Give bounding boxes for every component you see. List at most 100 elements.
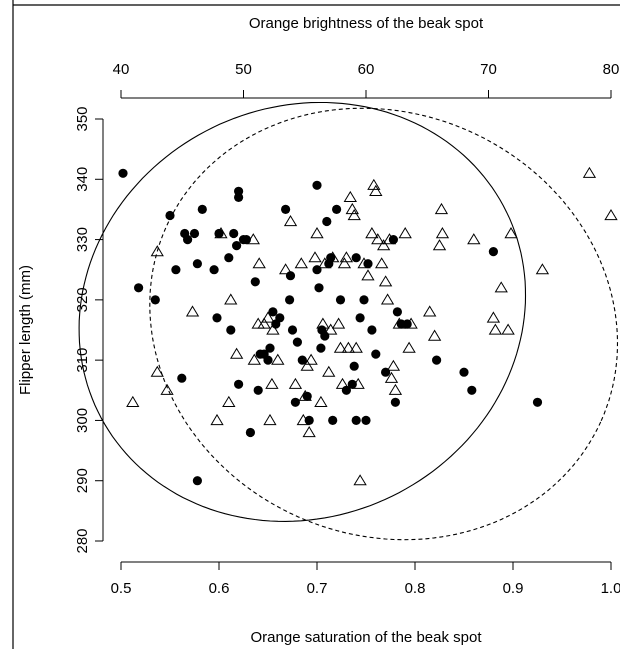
ellipses — [78, 101, 619, 541]
open-triangle-point — [246, 233, 260, 245]
open-triangle-point — [150, 245, 164, 257]
filled-circle-point — [234, 192, 244, 202]
open-triangle-point — [288, 377, 303, 389]
axes: 0.5 0.6 0.7 0.8 0.9 1.0 40 50 60 70 80 280 290 300 310… — [74, 61, 620, 597]
y-tick-label: 320 — [74, 287, 91, 312]
open-triangle-point — [375, 257, 389, 269]
open-triangle-point — [283, 215, 298, 227]
open-triangle-point — [126, 395, 140, 407]
y-tick-label: 310 — [74, 348, 91, 373]
filled-circle-point — [245, 427, 255, 438]
filled-circle-point — [229, 228, 239, 239]
open-triangle-point — [384, 371, 399, 383]
open-triangle-point — [345, 202, 359, 215]
filled-circle-point — [459, 367, 469, 377]
top-tick-label: 40 — [113, 61, 130, 78]
open-triangle-point — [435, 227, 450, 239]
x-tick-label: 1.0 — [601, 580, 620, 597]
open-triangle-point — [339, 251, 354, 263]
filled-circle-point — [316, 343, 326, 353]
open-triangle-point — [380, 293, 395, 305]
filled-circle-point — [118, 168, 128, 178]
open-triangle-point — [296, 413, 310, 426]
top-tick-label: 70 — [480, 61, 497, 78]
filled-circle-point — [275, 313, 285, 323]
open-triangle-point — [230, 347, 244, 359]
open-triangle-point — [386, 359, 401, 371]
open-triangle-point — [318, 257, 332, 269]
filled-circle-point — [177, 373, 187, 383]
open-triangle-point — [488, 323, 502, 335]
x-axis-label: Orange saturation of the beak spot — [251, 629, 483, 646]
open-triangle-point — [304, 353, 318, 365]
open-triangle-point — [210, 413, 224, 426]
open-triangle-point — [357, 257, 371, 269]
open-triangle-point — [331, 317, 346, 329]
open-triangle-point — [377, 239, 391, 251]
open-triangle-point — [341, 341, 355, 353]
open-triangle-point — [294, 257, 308, 269]
open-triangle-point — [367, 178, 381, 190]
open-triangle-point — [361, 269, 375, 281]
filled-circle-point — [189, 228, 200, 239]
open-triangle-point — [265, 377, 279, 389]
open-triangle-point — [310, 227, 324, 239]
x-tick-label: 0.5 — [111, 580, 132, 597]
filled-circle-point — [165, 210, 175, 221]
filled-circle-point — [212, 313, 222, 323]
open-triangle-point — [324, 323, 338, 335]
figure-frame — [12, 0, 620, 649]
y-tick-label: 330 — [74, 227, 91, 252]
filled-circle-point — [349, 361, 359, 371]
filled-circle-point — [328, 415, 338, 425]
x-tick-label: 0.8 — [405, 580, 426, 597]
open-triangle-point — [252, 257, 266, 269]
filled-circle-point — [532, 397, 543, 407]
open-triangle-point — [388, 383, 403, 395]
y-tick-label: 340 — [74, 167, 91, 192]
filled-circle-point — [359, 295, 369, 305]
filled-circle-point — [250, 277, 260, 287]
top-tick-label: 50 — [235, 61, 252, 78]
filled-circle-point — [467, 385, 477, 395]
filled-circle-point — [209, 265, 219, 275]
x-tick-label: 0.7 — [307, 580, 328, 597]
open-triangle-point — [398, 227, 412, 239]
filled-circle-point — [268, 307, 278, 317]
filled-circle-point — [253, 385, 263, 395]
y-tick-label: 350 — [74, 106, 91, 131]
filled-circle-point — [292, 337, 302, 347]
filled-circle-point — [232, 241, 242, 251]
open-triangle-point — [316, 317, 330, 329]
open-triangle-point — [382, 233, 397, 245]
y-tick-label: 280 — [74, 528, 91, 553]
open-triangle-point — [535, 263, 550, 275]
open-triangle-point — [279, 263, 293, 275]
open-triangle-point — [432, 239, 447, 251]
open-triangle-point — [247, 353, 261, 365]
open-triangle-point — [378, 275, 393, 287]
open-triangle-point — [353, 474, 367, 486]
filled-circle-point — [134, 283, 144, 293]
open-triangle-point — [347, 209, 361, 221]
filled-circle-point — [265, 343, 275, 353]
open-triangle-point — [343, 190, 357, 202]
open-triangle-point — [494, 281, 508, 293]
open-triangle-point — [251, 317, 265, 329]
open-triangle-point — [467, 233, 481, 245]
filled-circle-point — [281, 204, 291, 214]
filled-circle-point — [488, 247, 498, 257]
filled-circle-point — [392, 307, 402, 317]
open-triangle-point — [298, 389, 312, 401]
open-triangle-point — [314, 395, 328, 407]
open-triangle-point — [423, 305, 437, 317]
y-tick-label: 290 — [74, 468, 91, 493]
open-triangle-point — [402, 341, 416, 353]
open-triangle-point — [261, 311, 275, 323]
filled-circle-point — [332, 204, 342, 214]
open-triangle-point — [337, 257, 352, 269]
open-triangle-point — [214, 227, 228, 239]
top-axis-label: Orange brightness of the beak spot — [249, 15, 484, 32]
open-triangle-point — [427, 329, 442, 341]
filled-circle-point — [304, 415, 314, 425]
